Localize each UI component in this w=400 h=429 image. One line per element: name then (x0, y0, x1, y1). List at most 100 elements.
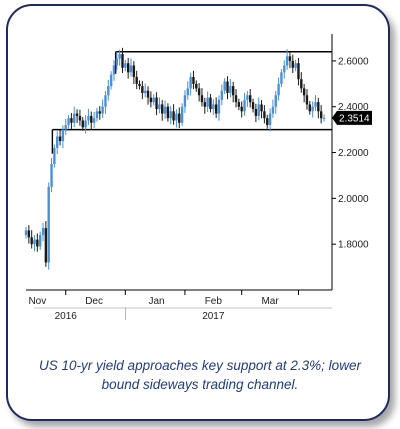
candle-body (152, 97, 155, 103)
caption-line-1: US 10-yr yield approaches key support at… (39, 358, 361, 373)
candle-body (24, 230, 28, 236)
candle-body (209, 97, 212, 110)
candle-body (257, 104, 260, 116)
candle-body (192, 76, 195, 84)
candle-body (274, 95, 277, 107)
last-value-text: 2.3514 (339, 113, 370, 124)
candle-body (158, 104, 161, 110)
candle-body (73, 113, 76, 123)
candle-body (87, 115, 90, 121)
candle-body (155, 97, 158, 110)
y-tick-label: 2.4000 (338, 102, 369, 113)
x-month-label: Dec (85, 296, 103, 307)
candle-body (121, 54, 124, 68)
candle-body (217, 99, 221, 114)
candle-body (226, 81, 229, 93)
y-tick-label: 2.0000 (338, 194, 369, 205)
candle-body (260, 104, 263, 112)
candle-body (223, 81, 226, 91)
candle-body (294, 63, 297, 68)
y-tick-label: 1.8000 (338, 240, 369, 251)
last-value-box (332, 110, 372, 125)
candle-body (47, 186, 50, 263)
candle-body (33, 239, 36, 245)
x-year-label: 2017 (202, 311, 225, 322)
candle-body (64, 125, 67, 130)
candle-body (90, 115, 93, 123)
candle-body (84, 120, 87, 128)
candle-body (183, 95, 187, 107)
candle-body (27, 230, 31, 238)
candle-body (220, 90, 224, 100)
x-axis: Nov Dec Jan Feb Mar 2016 2017 (28, 290, 332, 322)
candle-body (212, 104, 215, 110)
candle-body (297, 63, 300, 80)
candle-body (81, 120, 84, 128)
candle-body (161, 104, 164, 114)
candle-body (101, 106, 104, 114)
candle-body (36, 239, 39, 247)
candle-body (285, 56, 289, 66)
candle-body (305, 95, 309, 105)
candle-body (203, 102, 206, 107)
candle-body (67, 118, 70, 126)
candle-body (107, 86, 110, 96)
candle-body (30, 237, 33, 245)
candle-body (135, 76, 138, 84)
candle-body (314, 102, 317, 107)
candle-body (138, 83, 141, 87)
candle-body (75, 113, 79, 116)
candle-body (302, 88, 306, 96)
candle-body (180, 106, 184, 123)
candle-body (234, 95, 238, 103)
x-year-label: 2016 (55, 311, 78, 322)
candle-body (175, 113, 178, 121)
candle-body (268, 113, 272, 126)
x-month-label: Feb (205, 296, 223, 307)
candle-body (178, 113, 181, 123)
candle-body (58, 136, 62, 142)
candle-body (189, 76, 192, 89)
candle-body (98, 111, 101, 114)
candle-body (271, 106, 275, 114)
candle-body (266, 118, 269, 126)
candle-body (70, 118, 73, 123)
candle-body (92, 118, 96, 123)
yield-chart: 2.6000 2.4000 2.2000 2.0000 1.8000 Nov Dec Jan… (24, 34, 372, 322)
candle-body (206, 97, 209, 107)
candle-body (118, 54, 121, 59)
candle-body (104, 95, 107, 107)
candle-body (291, 60, 294, 68)
candle-body (95, 111, 99, 119)
candle-body (308, 104, 312, 112)
candle-body (144, 90, 147, 93)
candle-body (322, 117, 326, 119)
x-month-label: Jan (148, 296, 164, 307)
candle-body (56, 136, 59, 148)
candle-body (132, 65, 136, 77)
candle-body (300, 79, 303, 89)
candle-body (229, 86, 232, 93)
candle-body (246, 95, 249, 100)
candle-body (214, 104, 218, 114)
candlestick-series (24, 47, 326, 270)
candle-body (263, 111, 266, 119)
candle-body (195, 83, 198, 89)
candle-body (319, 111, 323, 119)
candle-body (283, 65, 286, 73)
candle-body (172, 111, 175, 121)
candle-body (146, 90, 150, 98)
last-value-label: 2.3514 (332, 110, 372, 125)
chart-grid (26, 34, 333, 291)
candle-body (44, 228, 48, 263)
candle-body (243, 99, 246, 112)
candle-body (61, 129, 65, 142)
candle-body (38, 235, 42, 247)
y-tick-label: 2.2000 (338, 148, 369, 159)
candle-body (254, 109, 258, 116)
candle-body (163, 106, 167, 114)
candle-body (50, 164, 53, 187)
candle-body (277, 83, 280, 96)
candle-body (126, 63, 130, 73)
candle-body (240, 106, 243, 112)
